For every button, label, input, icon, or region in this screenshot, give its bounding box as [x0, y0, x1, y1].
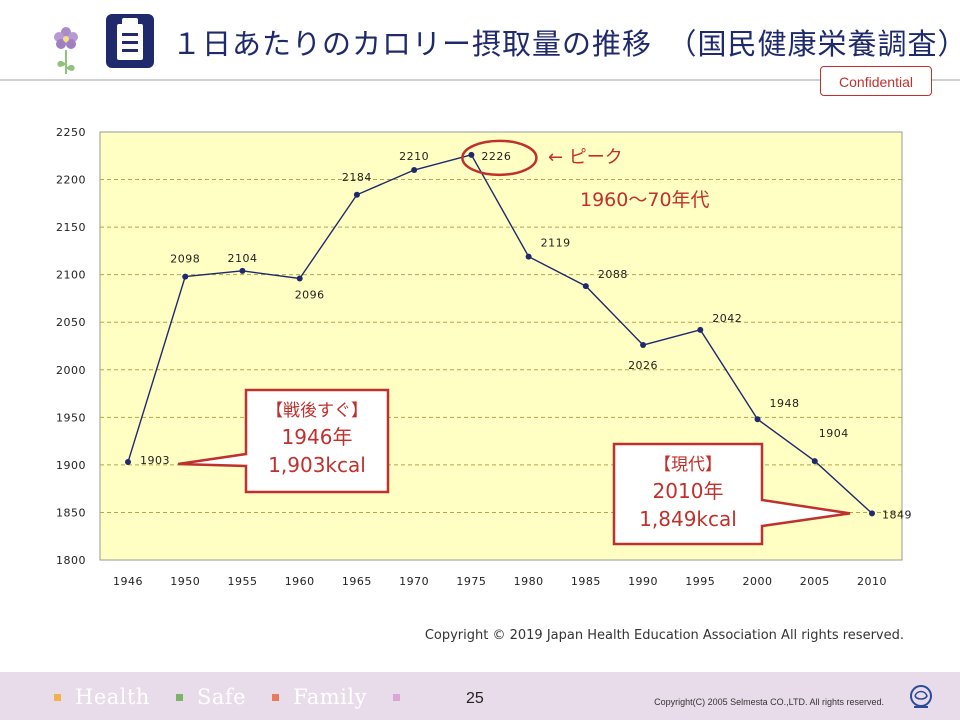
- data-label: 2184: [342, 171, 372, 184]
- footer-item: [392, 693, 414, 701]
- data-point: [525, 253, 532, 260]
- x-tick-label: 1990: [628, 575, 658, 588]
- data-point: [811, 458, 818, 465]
- y-tick-label: 2100: [56, 269, 86, 282]
- page-number: 25: [466, 690, 484, 707]
- confidential-badge: Confidential: [820, 66, 932, 96]
- page-title: １日あたりのカロリー摂取量の推移 （国民健康栄養調査）: [172, 27, 960, 61]
- x-tick-label: 1980: [514, 575, 544, 588]
- clipboard-icon: [106, 14, 154, 68]
- data-point: [296, 275, 303, 282]
- x-tick-label: 1960: [285, 575, 315, 588]
- y-tick-label: 1850: [56, 506, 86, 519]
- present-callout-line: 【現代】: [654, 455, 722, 475]
- copyright-text: Copyright © 2019 Japan Health Education …: [424, 628, 904, 643]
- data-label: 2096: [295, 288, 325, 301]
- data-label: 1903: [140, 454, 170, 467]
- company-copyright: Copyright(C) 2005 Selmesta CO.,LTD. All …: [654, 697, 884, 707]
- footer-bullet-icon: [392, 693, 400, 701]
- data-label: 2210: [399, 150, 429, 163]
- footer-word: Safe: [196, 685, 247, 709]
- present-callout-line: 1,849kcal: [639, 507, 737, 531]
- postwar-callout-line: 1946年: [282, 425, 353, 449]
- header-divider: [0, 79, 960, 81]
- data-label: 2026: [628, 359, 658, 372]
- x-tick-label: 1965: [342, 575, 372, 588]
- y-tick-label: 1800: [56, 554, 86, 567]
- peak-arrow-label: ← ピーク: [548, 147, 623, 168]
- company-logo-icon: [910, 685, 932, 708]
- postwar-callout-line: 1,903kcal: [268, 453, 366, 477]
- footer-item: Safe: [175, 685, 247, 709]
- y-tick-label: 2050: [56, 316, 86, 329]
- data-point: [754, 416, 761, 423]
- peak-highlight-circle: [461, 139, 538, 177]
- x-tick-label: 1946: [113, 575, 143, 588]
- peak-era-label: 1960～70年代: [580, 189, 710, 211]
- x-tick-label: 2000: [743, 575, 773, 588]
- data-point: [239, 267, 246, 274]
- footer-word: Family: [293, 685, 367, 709]
- plot-area: [99, 131, 903, 561]
- y-tick-label: 2150: [56, 221, 86, 234]
- y-tick-label: 2250: [56, 126, 86, 139]
- data-label: 2226: [481, 150, 511, 163]
- x-tick-label: 1950: [170, 575, 200, 588]
- x-tick-label: 1995: [685, 575, 715, 588]
- postwar-callout-box: [177, 388, 390, 494]
- footer-tagline: Health Safe Family: [54, 684, 440, 710]
- data-point: [468, 151, 475, 158]
- slide-footer: Health Safe Family: [0, 672, 960, 720]
- data-point: [640, 342, 647, 349]
- y-tick-label: 1950: [56, 411, 86, 424]
- series-line: [127, 154, 873, 514]
- data-label: 2098: [170, 253, 200, 266]
- footer-bullet-icon: [54, 693, 61, 701]
- x-tick-label: 2005: [800, 575, 830, 588]
- y-tick-label: 2200: [56, 174, 86, 187]
- x-tick-label: 1955: [227, 575, 257, 588]
- data-label: 2104: [227, 252, 257, 265]
- data-point: [869, 510, 875, 517]
- footer-word: Health: [75, 685, 150, 709]
- present-callout-line: 2010年: [653, 479, 724, 503]
- data-label: 2088: [598, 268, 628, 281]
- x-tick-label: 1970: [399, 575, 429, 588]
- data-point: [582, 283, 589, 290]
- data-point: [697, 326, 704, 333]
- footer-item: Health: [54, 685, 150, 709]
- x-tick-label: 1975: [456, 575, 486, 588]
- footer-bullet-icon: [175, 693, 183, 701]
- y-tick-label: 1900: [56, 459, 86, 472]
- present-callout-box: [612, 442, 851, 546]
- x-tick-label: 2010: [857, 575, 887, 588]
- slide-header: １日あたりのカロリー摂取量の推移 （国民健康栄養調査）: [0, 0, 960, 81]
- data-point: [125, 459, 131, 466]
- data-point: [353, 191, 360, 198]
- data-label: 1849: [882, 508, 912, 521]
- data-label: 1948: [770, 397, 800, 410]
- footer-bullet-icon: [272, 693, 280, 701]
- footer-item: Family: [272, 685, 367, 709]
- postwar-callout-line: 【戦後すぐ】: [266, 401, 368, 421]
- data-point: [411, 167, 418, 174]
- y-tick-label: 2000: [56, 364, 86, 377]
- x-tick-label: 1985: [571, 575, 601, 588]
- data-point: [182, 273, 189, 280]
- data-label: 2119: [541, 237, 571, 250]
- data-label: 1904: [819, 427, 849, 440]
- data-label: 2042: [712, 312, 742, 325]
- flower-logo-icon: [54, 27, 78, 74]
- calorie-line-chart: 1800 1850 1900 1950 2000 2050 2100 2150 2200 2250…: [56, 126, 912, 588]
